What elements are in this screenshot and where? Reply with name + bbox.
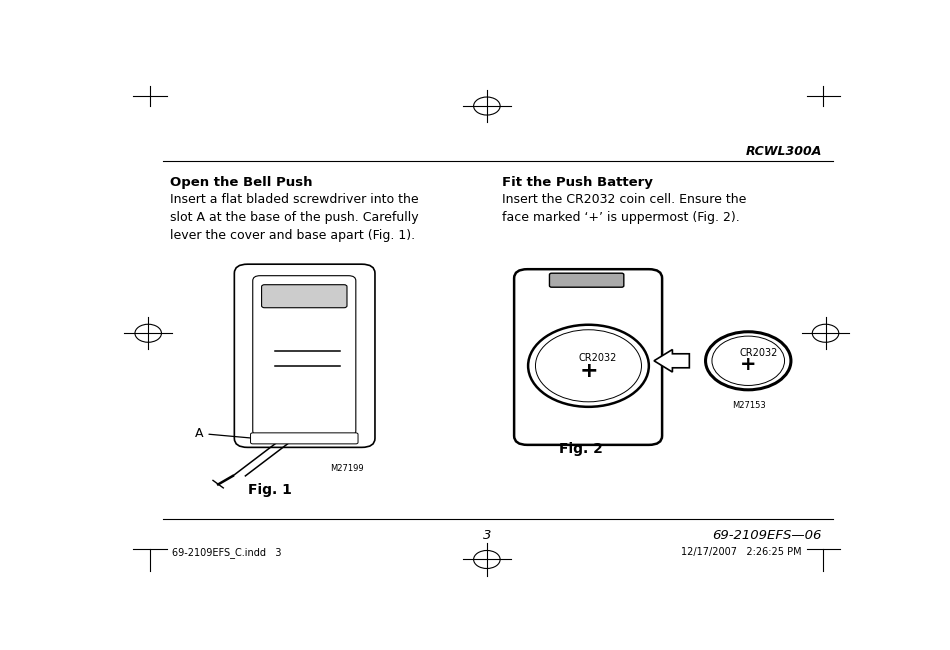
Text: A: A bbox=[195, 427, 252, 440]
Text: Fig. 2: Fig. 2 bbox=[559, 443, 603, 456]
FancyBboxPatch shape bbox=[253, 276, 356, 436]
Text: +: + bbox=[580, 361, 598, 381]
Text: M27153: M27153 bbox=[732, 401, 766, 410]
Text: Open the Bell Push: Open the Bell Push bbox=[170, 176, 313, 188]
Text: Insert a flat bladed screwdriver into the
slot A at the base of the push. Carefu: Insert a flat bladed screwdriver into th… bbox=[170, 193, 419, 242]
Text: 69-2109EFS—06: 69-2109EFS—06 bbox=[712, 530, 822, 543]
Text: 3: 3 bbox=[483, 530, 491, 543]
FancyArrow shape bbox=[654, 350, 690, 372]
Text: 69-2109EFS_C.indd   3: 69-2109EFS_C.indd 3 bbox=[172, 547, 281, 558]
Text: +: + bbox=[740, 356, 756, 374]
FancyBboxPatch shape bbox=[261, 285, 347, 307]
Text: 12/17/2007   2:26:25 PM: 12/17/2007 2:26:25 PM bbox=[681, 547, 802, 558]
Circle shape bbox=[528, 325, 649, 407]
Text: RCWL300A: RCWL300A bbox=[746, 144, 822, 157]
Text: CR2032: CR2032 bbox=[739, 348, 778, 358]
FancyBboxPatch shape bbox=[549, 273, 624, 287]
FancyBboxPatch shape bbox=[235, 264, 375, 447]
FancyBboxPatch shape bbox=[251, 433, 358, 444]
Text: Insert the CR2032 coin cell. Ensure the
face marked ‘+’ is uppermost (Fig. 2).: Insert the CR2032 coin cell. Ensure the … bbox=[502, 193, 746, 224]
FancyBboxPatch shape bbox=[514, 269, 662, 445]
Text: Fit the Push Battery: Fit the Push Battery bbox=[502, 176, 653, 188]
Circle shape bbox=[706, 332, 791, 390]
Text: M27199: M27199 bbox=[330, 464, 364, 473]
Text: Fig. 1: Fig. 1 bbox=[248, 484, 292, 497]
Text: CR2032: CR2032 bbox=[579, 354, 618, 363]
